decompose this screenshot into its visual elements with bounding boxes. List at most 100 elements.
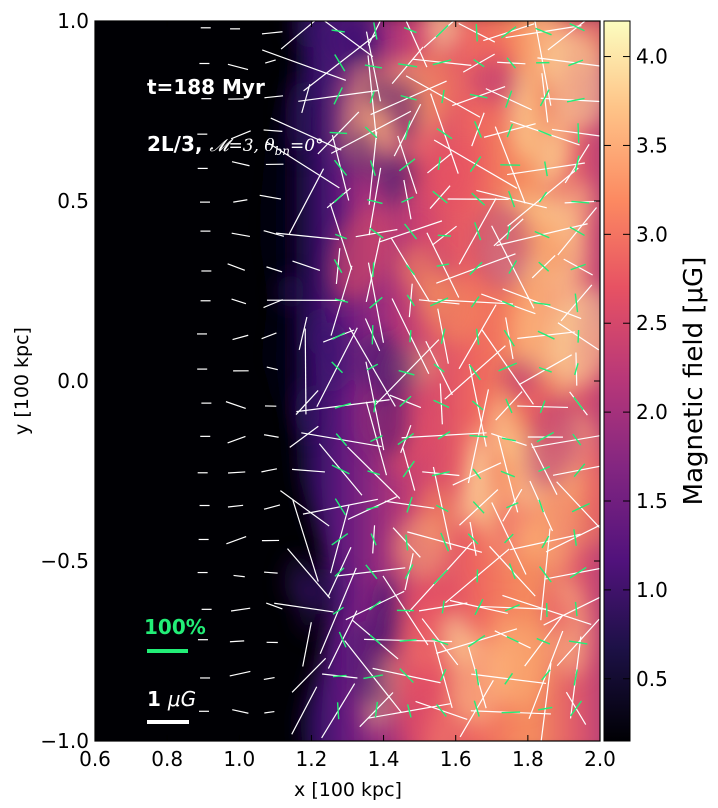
field-legend-unit: μG (167, 687, 196, 711)
pol-vector (437, 156, 441, 171)
pol-vector (406, 496, 413, 513)
pol-vector (475, 24, 478, 42)
pol-vector (536, 431, 555, 443)
pol-vector (467, 533, 479, 545)
pol-vector (571, 502, 590, 513)
b-vector (291, 686, 318, 735)
b-vector (233, 199, 248, 203)
pol-vector (574, 601, 578, 617)
pol-vector (441, 600, 445, 614)
pol-vector (334, 54, 346, 72)
field-blob (344, 126, 380, 181)
pol-vector (504, 672, 514, 685)
y-tick-label: −0.5 (40, 549, 89, 573)
pol-vector (544, 161, 548, 177)
pol-vector (331, 532, 349, 546)
pol-vector (331, 29, 345, 33)
b-vector (266, 141, 340, 189)
pol-vector (508, 260, 518, 274)
pol-vector (372, 262, 375, 278)
pol-vector (363, 674, 384, 680)
x-tick-label: 1.6 (440, 747, 472, 771)
pol-vector (538, 129, 552, 137)
b-vector (295, 390, 319, 415)
pol-vector (406, 704, 412, 718)
pol-vector (431, 470, 450, 477)
pol-vector (569, 700, 583, 717)
b-vector (304, 328, 307, 415)
pol-vector (406, 294, 415, 307)
colorbar-axis: 0.5 1.0 1.5 2.0 2.5 3.0 3.5 4.0 (604, 45, 668, 691)
b-vector (261, 31, 283, 35)
pol-vector (574, 363, 579, 376)
b-vector (288, 168, 325, 235)
field-blob (317, 322, 352, 393)
pol-vector (373, 22, 378, 40)
field-blob (423, 21, 462, 50)
b-vector (275, 232, 340, 241)
pol-vector (436, 127, 453, 140)
field-blob (581, 435, 600, 539)
pol-vector (538, 465, 551, 473)
field-blob (343, 21, 370, 62)
pol-vector (373, 399, 377, 413)
pol-vector (335, 433, 348, 447)
pol-vector (334, 402, 352, 409)
colorbar (603, 20, 631, 742)
pol-vector (538, 191, 548, 203)
b-vector (292, 499, 319, 582)
pol-vector (367, 470, 381, 476)
pol-vector (397, 432, 415, 446)
pol-vector (333, 193, 344, 203)
pol-vector (399, 395, 412, 408)
x-tick-label: 0.8 (151, 747, 183, 771)
pol-vector (365, 564, 378, 580)
pol-vector (404, 120, 411, 140)
pol-vector (436, 704, 447, 717)
field-blob (489, 398, 515, 461)
pol-vector (364, 126, 378, 139)
pol-vector (402, 460, 415, 478)
pol-vector (400, 94, 417, 101)
pol-vector (500, 470, 516, 478)
pol-vector (329, 131, 348, 135)
b-vector (226, 535, 247, 545)
pol-vector (506, 502, 519, 509)
b-vector (263, 299, 283, 309)
b-vector (231, 161, 250, 167)
pol-vector (368, 600, 382, 611)
pol-vector (501, 300, 515, 308)
b-vector (291, 657, 327, 693)
pol-vector (472, 468, 482, 480)
pol-vector (435, 24, 449, 38)
pol-vector (569, 22, 585, 32)
pol-vector (364, 64, 383, 69)
pol-vector (469, 93, 488, 99)
field-blob (391, 344, 420, 397)
b-vector (264, 95, 284, 99)
field-blob (298, 572, 318, 637)
pol-vector (533, 301, 551, 306)
pol-vector (504, 533, 514, 544)
field-blob (551, 179, 594, 250)
b-vector (287, 548, 331, 599)
colorbar-tick-label: 1.5 (636, 489, 668, 513)
pol-vector (335, 233, 347, 240)
b-vector (225, 401, 246, 410)
colorbar-label: Magnetic field [μG] (679, 257, 709, 506)
pol-vector (333, 87, 343, 105)
pol-vector (469, 156, 482, 173)
pol-vector (369, 227, 384, 239)
pol-vector (331, 361, 344, 374)
x-axis-label: x [100 kpc] (294, 779, 402, 801)
b-vector (261, 332, 277, 340)
field-legend-prefix: 1 (147, 687, 168, 711)
pol-vector (440, 532, 450, 552)
field-blob (330, 202, 394, 302)
pol-vector (538, 706, 553, 711)
pol-vector (430, 297, 449, 307)
pol-vector (573, 669, 578, 686)
b-vector (231, 298, 247, 305)
pol-vector (573, 529, 578, 546)
